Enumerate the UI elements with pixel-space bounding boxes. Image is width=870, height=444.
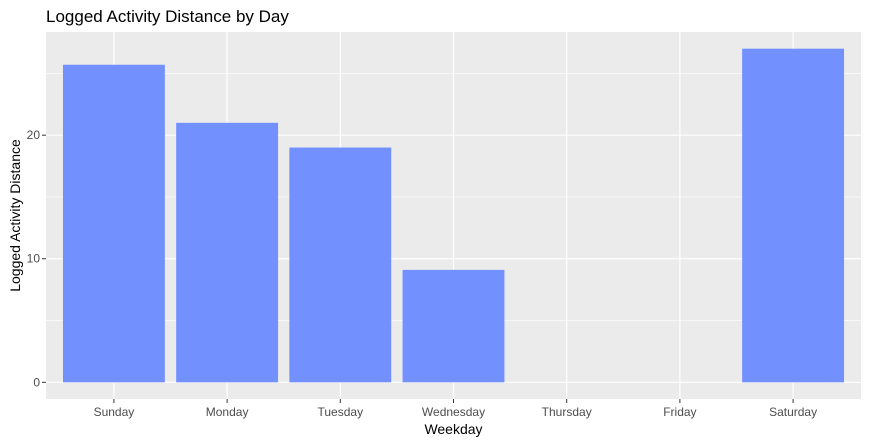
y-tick-label: 20 xyxy=(27,128,41,142)
y-tick-label: 0 xyxy=(33,375,40,389)
x-tick-label: Tuesday xyxy=(318,405,364,419)
bar-wednesday xyxy=(402,269,505,383)
x-tick-label: Thursday xyxy=(542,405,592,419)
x-axis-title: Weekday xyxy=(424,421,482,437)
x-tick-label: Saturday xyxy=(769,405,817,419)
bar-monday xyxy=(176,122,279,383)
x-axis: Sunday Monday Tuesday Wednesday Thursday Frid… xyxy=(94,399,817,419)
y-axis-title: Logged Activity Distance xyxy=(7,139,23,292)
bar-saturday xyxy=(742,48,845,383)
bars xyxy=(62,48,845,383)
bar-sunday xyxy=(62,64,165,383)
chart-title: Logged Activity Distance by Day xyxy=(46,7,289,26)
x-tick-label: Monday xyxy=(206,405,249,419)
x-tick-label: Sunday xyxy=(94,405,135,419)
y-tick-label: 10 xyxy=(27,252,41,266)
x-tick-label: Friday xyxy=(663,405,696,419)
bar-tuesday xyxy=(289,147,392,383)
x-tick-label: Wednesday xyxy=(422,405,485,419)
y-axis: 0 10 20 xyxy=(27,128,46,389)
